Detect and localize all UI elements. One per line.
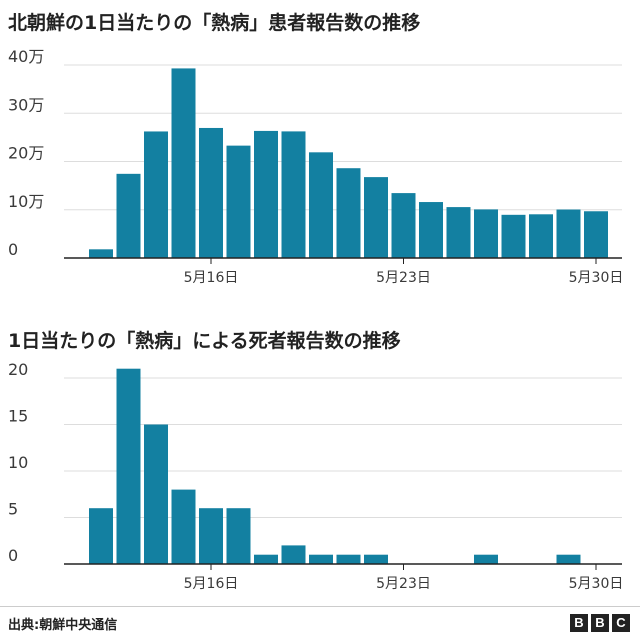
bar-5月22日 (364, 177, 388, 258)
y-tick-label: 10 (8, 453, 28, 472)
x-tick-label: 5月23日 (376, 270, 431, 286)
bar-5月19日 (281, 131, 306, 258)
y-tick-label: 5 (8, 500, 18, 519)
chart-title-cases: 北朝鮮の1日当たりの「熱病」患者報告数の推移 (8, 12, 421, 34)
bbc-logo: B B C (570, 614, 630, 632)
bbc-logo-letter: B (591, 614, 609, 632)
y-tick-label: 0 (8, 240, 18, 259)
bar-5月25日 (446, 207, 471, 258)
y-tick-label: 40万 (8, 47, 44, 66)
bar-5月27日 (501, 214, 526, 258)
bar-5月12日 (89, 508, 113, 564)
bar-5月30日 (584, 211, 608, 258)
bar-5月14日 (144, 424, 168, 564)
cases-bar-chart: 0 10万 20万 30万 40万 5月16日 5月23日 5月30日 (8, 47, 624, 286)
bar-5月29日 (556, 209, 581, 258)
bar-5月21日 (336, 168, 361, 258)
bar-5月15日 (171, 68, 196, 258)
bar-5月28日 (529, 214, 553, 258)
bbc-logo-letter: C (612, 614, 630, 632)
deaths-bar-chart: 0 5 10 15 20 5月16日 5月23日 5月30日 (8, 362, 624, 592)
x-tick-label: 5月16日 (184, 576, 239, 592)
bar-5月18日 (254, 130, 278, 258)
bar-5月23日 (391, 193, 416, 258)
bar-5月21日 (336, 554, 361, 564)
bar-5月14日 (144, 131, 168, 258)
bar-5月19日 (281, 545, 306, 564)
y-tick-label: 20 (8, 362, 28, 379)
bar-5月17日 (226, 145, 251, 258)
bar-5月20日 (309, 152, 333, 258)
bar-5月17日 (226, 508, 251, 564)
bar-5月12日 (89, 249, 113, 258)
y-tick-label: 20万 (8, 144, 44, 163)
bar-5月20日 (309, 554, 333, 564)
bar-5月15日 (171, 489, 196, 564)
bar-5月29日 (556, 554, 581, 564)
bar-5月18日 (254, 554, 278, 564)
y-tick-label: 10万 (8, 192, 44, 211)
bar-5月26日 (474, 554, 498, 564)
bar-5月16日 (199, 127, 223, 258)
bar-5月22日 (364, 554, 388, 564)
x-tick-label: 5月23日 (376, 576, 431, 592)
y-tick-label: 30万 (8, 95, 44, 114)
x-tick-label: 5月30日 (569, 576, 624, 592)
bar-5月13日 (116, 368, 141, 564)
bar-5月13日 (116, 173, 141, 258)
x-tick-label: 5月30日 (569, 270, 624, 286)
footer-divider (0, 606, 640, 607)
bar-5月16日 (199, 508, 223, 564)
chart-title-deaths: 1日当たりの「熱病」による死者報告数の推移 (8, 330, 401, 352)
y-tick-label: 15 (8, 407, 28, 426)
bar-5月26日 (474, 209, 498, 258)
source-note: 出典:朝鮮中央通信 (8, 618, 118, 633)
x-tick-label: 5月16日 (184, 270, 239, 286)
bbc-logo-letter: B (570, 614, 588, 632)
bar-5月24日 (419, 202, 443, 258)
y-tick-label: 0 (8, 546, 18, 565)
